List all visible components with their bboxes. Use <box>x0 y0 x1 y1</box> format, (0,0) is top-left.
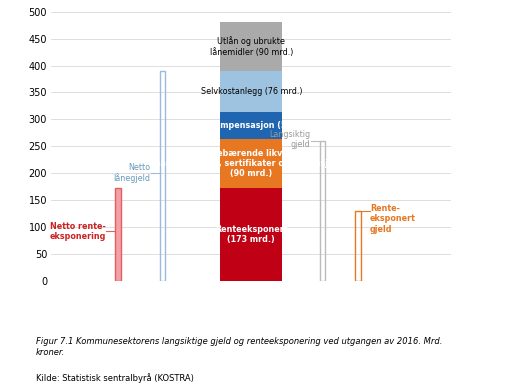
Text: Kilde: Statistisk sentralbyrå (KOSTRA): Kilde: Statistisk sentralbyrå (KOSTRA) <box>36 374 194 383</box>
Bar <box>220 71 283 112</box>
Text: Langsiktig
gjeld: Langsiktig gjeld <box>269 130 310 149</box>
Text: Selvkostanlegg (76 mrd.): Selvkostanlegg (76 mrd.) <box>201 87 302 96</box>
Bar <box>220 188 283 281</box>
Bar <box>160 71 165 281</box>
Text: Utlån og ubrukte
lånemidler (90 mrd.): Utlån og ubrukte lånemidler (90 mrd.) <box>210 37 293 57</box>
Text: Renteeksponert
(173 mrd.): Renteeksponert (173 mrd.) <box>215 225 288 244</box>
Text: Figur 7.1 Kommunesektorens langsiktige gjeld og renteeksponering ved utgangen av: Figur 7.1 Kommunesektorens langsiktige g… <box>36 337 442 357</box>
Bar <box>220 23 283 71</box>
Bar <box>115 188 121 281</box>
Bar <box>220 139 283 188</box>
Text: Rente-
eksponert
gjeld: Rente- eksponert gjeld <box>370 204 416 234</box>
Text: Netto rente-
eksponering: Netto rente- eksponering <box>50 222 106 241</box>
Text: Rentekompensasjon (51 mrd.): Rentekompensasjon (51 mrd.) <box>183 121 320 130</box>
Bar <box>320 141 325 281</box>
Bar <box>356 211 361 281</box>
Text: Rentebærende likviditet
(bankinnskudd, sertifikater og obligasjoner)
(90 mrd.): Rentebærende likviditet (bankinnskudd, s… <box>151 149 352 178</box>
Bar <box>220 112 283 139</box>
Text: Netto
lånegjeld: Netto lånegjeld <box>113 163 150 183</box>
